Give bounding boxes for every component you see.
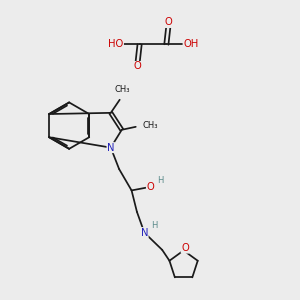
Text: O: O bbox=[181, 243, 189, 253]
Text: HO: HO bbox=[108, 40, 123, 50]
Text: O: O bbox=[133, 61, 141, 71]
Text: N: N bbox=[141, 228, 148, 238]
Text: O: O bbox=[146, 182, 154, 192]
Text: CH₃: CH₃ bbox=[142, 121, 158, 130]
Text: O: O bbox=[165, 17, 172, 28]
Text: H: H bbox=[157, 176, 163, 185]
Text: OH: OH bbox=[183, 40, 198, 50]
Text: N: N bbox=[107, 142, 115, 153]
Text: H: H bbox=[151, 221, 157, 230]
Text: CH₃: CH₃ bbox=[115, 85, 130, 94]
